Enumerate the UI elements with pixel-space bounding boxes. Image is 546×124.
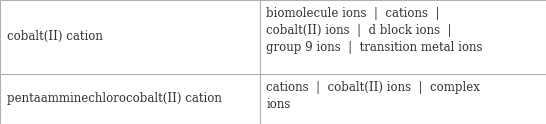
Text: cations  |  cobalt(II) ions  |  complex
ions: cations | cobalt(II) ions | complex ions xyxy=(266,81,480,111)
Text: pentaamminechlorocobalt(II) cation: pentaamminechlorocobalt(II) cation xyxy=(7,92,222,105)
Text: biomolecule ions  |  cations  |
cobalt(II) ions  |  d block ions  |
group 9 ions: biomolecule ions | cations | cobalt(II) … xyxy=(266,7,483,54)
Text: cobalt(II) cation: cobalt(II) cation xyxy=(7,30,103,43)
